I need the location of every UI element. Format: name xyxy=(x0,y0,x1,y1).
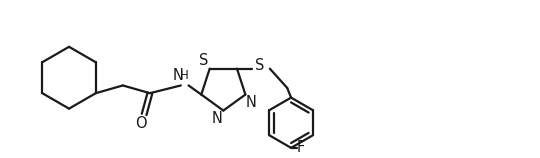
Text: N: N xyxy=(212,111,223,126)
Text: S: S xyxy=(254,58,264,73)
Text: F: F xyxy=(296,140,305,155)
Text: O: O xyxy=(136,116,147,131)
Text: H: H xyxy=(180,69,189,82)
Text: S: S xyxy=(199,53,208,68)
Text: N: N xyxy=(172,68,184,83)
Text: N: N xyxy=(246,95,256,110)
